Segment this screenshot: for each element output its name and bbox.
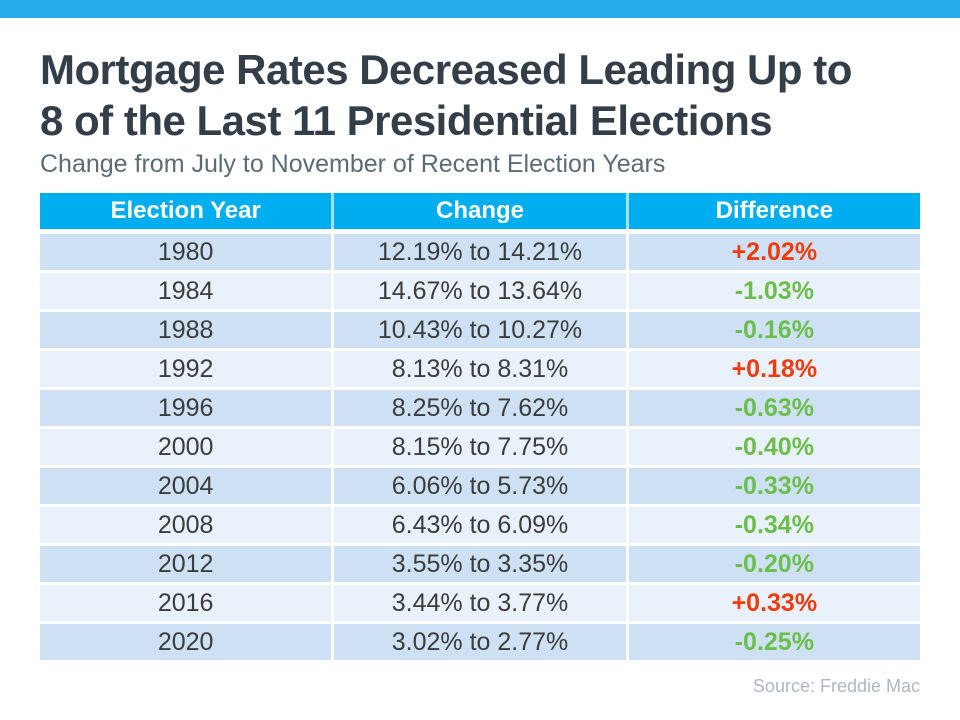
page-subtitle: Change from July to November of Recent E… bbox=[40, 150, 666, 178]
difference-cell: +2.02% bbox=[628, 234, 920, 270]
change-cell: 12.19% to 14.21% bbox=[334, 234, 626, 270]
change-cell: 8.25% to 7.62% bbox=[334, 390, 626, 426]
page-title-line2: 8 of the Last 11 Presidential Elections bbox=[40, 97, 773, 144]
column-header-change: Change bbox=[334, 193, 626, 229]
column-header-difference: Difference bbox=[628, 193, 920, 229]
mortgage-rates-table: Election Year Change Difference 1980 12.… bbox=[40, 193, 920, 660]
difference-value: -0.33% bbox=[734, 471, 814, 500]
table-row: 2012 3.55% to 3.35% -0.20% bbox=[40, 546, 920, 582]
difference-cell: -0.63% bbox=[628, 390, 920, 426]
column-header-election-year: Election Year bbox=[40, 193, 332, 229]
difference-value: -0.63% bbox=[734, 393, 814, 422]
change-cell: 10.43% to 10.27% bbox=[334, 312, 626, 348]
table-row: 2004 6.06% to 5.73% -0.33% bbox=[40, 468, 920, 504]
table-row: 1992 8.13% to 8.31% +0.18% bbox=[40, 351, 920, 387]
election-year-cell: 1980 bbox=[40, 234, 332, 270]
source-attribution: Source: Freddie Mac bbox=[752, 676, 920, 696]
change-cell: 6.06% to 5.73% bbox=[334, 468, 626, 504]
difference-cell: -0.20% bbox=[628, 546, 920, 582]
table-row: 2008 6.43% to 6.09% -0.34% bbox=[40, 507, 920, 543]
page-title: Mortgage Rates Decreased Leading Up to 8… bbox=[40, 44, 920, 146]
election-year-cell: 1996 bbox=[40, 390, 332, 426]
table-body: 1980 12.19% to 14.21% +2.02% 1984 14.67%… bbox=[40, 234, 920, 660]
difference-value: -1.03% bbox=[734, 276, 814, 305]
table-row: 1988 10.43% to 10.27% -0.16% bbox=[40, 312, 920, 348]
election-year-cell: 2008 bbox=[40, 507, 332, 543]
election-year-cell: 1992 bbox=[40, 351, 332, 387]
difference-cell: -0.16% bbox=[628, 312, 920, 348]
difference-value: -0.34% bbox=[734, 510, 814, 539]
difference-cell: -0.40% bbox=[628, 429, 920, 465]
difference-value: -0.16% bbox=[734, 315, 814, 344]
difference-value: +0.18% bbox=[731, 354, 818, 383]
difference-cell: -0.25% bbox=[628, 624, 920, 660]
election-year-cell: 2012 bbox=[40, 546, 332, 582]
election-year-cell: 2016 bbox=[40, 585, 332, 621]
change-cell: 14.67% to 13.64% bbox=[334, 273, 626, 309]
election-year-cell: 2004 bbox=[40, 468, 332, 504]
change-cell: 3.44% to 3.77% bbox=[334, 585, 626, 621]
top-accent-bar bbox=[0, 0, 960, 18]
election-year-cell: 1984 bbox=[40, 273, 332, 309]
table-row: 2020 3.02% to 2.77% -0.25% bbox=[40, 624, 920, 660]
change-cell: 8.13% to 8.31% bbox=[334, 351, 626, 387]
table-row: 1984 14.67% to 13.64% -1.03% bbox=[40, 273, 920, 309]
election-year-cell: 1988 bbox=[40, 312, 332, 348]
difference-cell: +0.33% bbox=[628, 585, 920, 621]
table-row: 1996 8.25% to 7.62% -0.63% bbox=[40, 390, 920, 426]
election-year-cell: 2020 bbox=[40, 624, 332, 660]
change-cell: 3.02% to 2.77% bbox=[334, 624, 626, 660]
difference-value: -0.25% bbox=[734, 627, 814, 656]
change-cell: 6.43% to 6.09% bbox=[334, 507, 626, 543]
difference-value: +0.33% bbox=[731, 588, 818, 617]
change-cell: 8.15% to 7.75% bbox=[334, 429, 626, 465]
change-cell: 3.55% to 3.35% bbox=[334, 546, 626, 582]
difference-value: -0.20% bbox=[734, 549, 814, 578]
page-title-line1: Mortgage Rates Decreased Leading Up to bbox=[40, 46, 852, 93]
slide-content: Mortgage Rates Decreased Leading Up to 8… bbox=[40, 18, 920, 697]
table-row: 2016 3.44% to 3.77% +0.33% bbox=[40, 585, 920, 621]
difference-value: +2.02% bbox=[731, 237, 818, 266]
table-row: 1980 12.19% to 14.21% +2.02% bbox=[40, 234, 920, 270]
table-row: 2000 8.15% to 7.75% -0.40% bbox=[40, 429, 920, 465]
difference-value: -0.40% bbox=[734, 432, 814, 461]
difference-cell: -0.34% bbox=[628, 507, 920, 543]
difference-cell: +0.18% bbox=[628, 351, 920, 387]
election-year-cell: 2000 bbox=[40, 429, 332, 465]
difference-cell: -0.33% bbox=[628, 468, 920, 504]
table-header-row: Election Year Change Difference bbox=[40, 193, 920, 229]
difference-cell: -1.03% bbox=[628, 273, 920, 309]
